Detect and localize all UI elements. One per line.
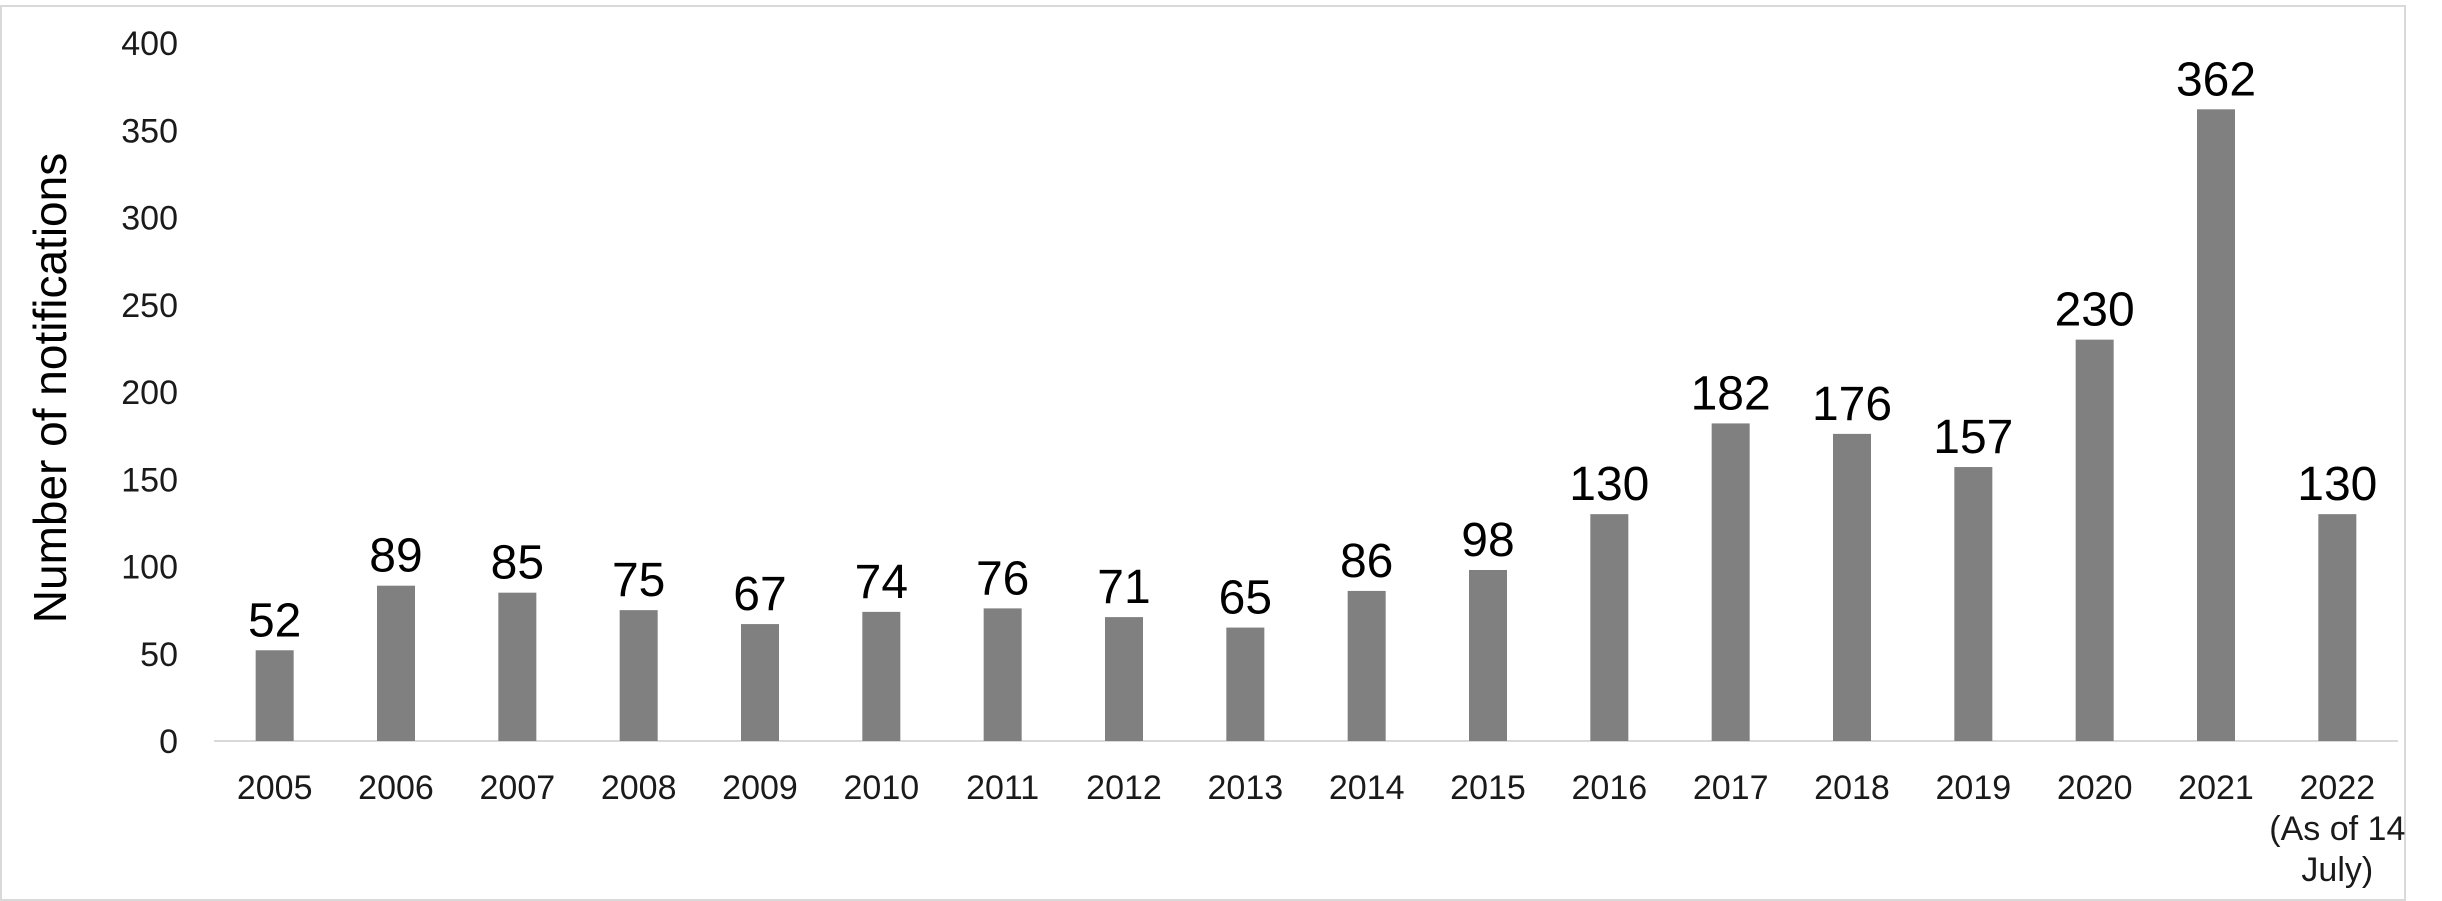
x-tick-label: 2013 <box>1208 769 1284 807</box>
data-label: 74 <box>855 556 908 609</box>
y-axis-title: Number of notifications <box>24 153 76 623</box>
bar <box>2318 514 2357 741</box>
y-tick-label: 250 <box>121 287 178 325</box>
data-label: 182 <box>1691 367 1771 420</box>
data-label: 52 <box>248 594 301 647</box>
data-label: 85 <box>491 537 544 590</box>
x-tick-label: 2021 <box>2178 769 2254 807</box>
y-tick-label: 50 <box>140 636 178 674</box>
data-label: 71 <box>1097 561 1150 614</box>
bar <box>1833 433 1871 741</box>
x-tick-label: 2015 <box>1450 769 1526 807</box>
data-label: 130 <box>1569 458 1649 511</box>
bar <box>983 608 1022 741</box>
bars <box>255 109 2357 741</box>
data-label: 130 <box>2297 458 2377 511</box>
bar <box>1469 569 1507 741</box>
bar <box>619 610 658 741</box>
bar <box>2197 109 2235 741</box>
x-tick-label: 2012 <box>1086 769 1162 807</box>
y-tick-label: 400 <box>121 25 178 63</box>
y-tick-label: 350 <box>121 112 178 150</box>
data-label: 157 <box>1933 411 2013 464</box>
x-tick-label: 2017 <box>1693 769 1769 807</box>
bar <box>1347 590 1386 741</box>
x-tick-label: 2010 <box>844 769 920 807</box>
data-label: 75 <box>612 554 665 607</box>
x-axis-ticks: 2005 2006 2007 2008 2009 2010 2011 2012 2013 2014… <box>237 769 2406 889</box>
bar <box>862 611 901 741</box>
x-tick-label: 2014 <box>1329 769 1405 807</box>
data-label: 230 <box>2055 284 2135 337</box>
data-label: 98 <box>1461 514 1514 567</box>
chart-border <box>0 5 2406 901</box>
data-label: 86 <box>1340 535 1393 588</box>
bar <box>498 592 537 741</box>
bar <box>1590 514 1629 741</box>
y-tick-label: 150 <box>121 461 178 499</box>
data-labels: 52 89 85 75 67 74 76 71 65 86 98 130 182 176 157 230 362… <box>248 53 2377 647</box>
data-label: 89 <box>369 530 422 583</box>
data-label: 67 <box>733 568 786 621</box>
data-label: 76 <box>976 552 1029 605</box>
bar <box>1954 467 1993 741</box>
data-label: 176 <box>1812 378 1892 431</box>
x-tick-label: 2019 <box>1936 769 2012 807</box>
x-tick-label: 2005 <box>237 769 313 807</box>
bar <box>1105 617 1143 741</box>
x-tick-label: 2009 <box>722 769 798 807</box>
y-tick-label: 0 <box>159 723 178 761</box>
x-tick-label: 2006 <box>358 769 434 807</box>
x-tick-label: 2018 <box>1814 769 1890 807</box>
x-tick-label: 2007 <box>480 769 556 807</box>
bar <box>1711 423 1750 741</box>
x-tick-label: 2008 <box>601 769 677 807</box>
bar <box>2075 339 2114 741</box>
x-tick-label: 2011 <box>966 769 1039 807</box>
x-tick-label: 2020 <box>2057 769 2133 807</box>
bar <box>1226 627 1265 741</box>
y-axis-ticks: 0 50 100 150 200 250 300 350 400 <box>121 25 178 761</box>
y-tick-label: 200 <box>121 374 178 412</box>
bar <box>377 585 415 741</box>
data-label: 362 <box>2176 53 2256 106</box>
bar <box>255 650 294 741</box>
x-tick-label: 2022 (As of 14 July) <box>2269 769 2405 889</box>
bar <box>741 624 779 741</box>
y-tick-label: 300 <box>121 200 178 238</box>
x-tick-label: 2016 <box>1572 769 1648 807</box>
y-tick-label: 100 <box>121 549 178 587</box>
data-label: 65 <box>1219 572 1272 625</box>
